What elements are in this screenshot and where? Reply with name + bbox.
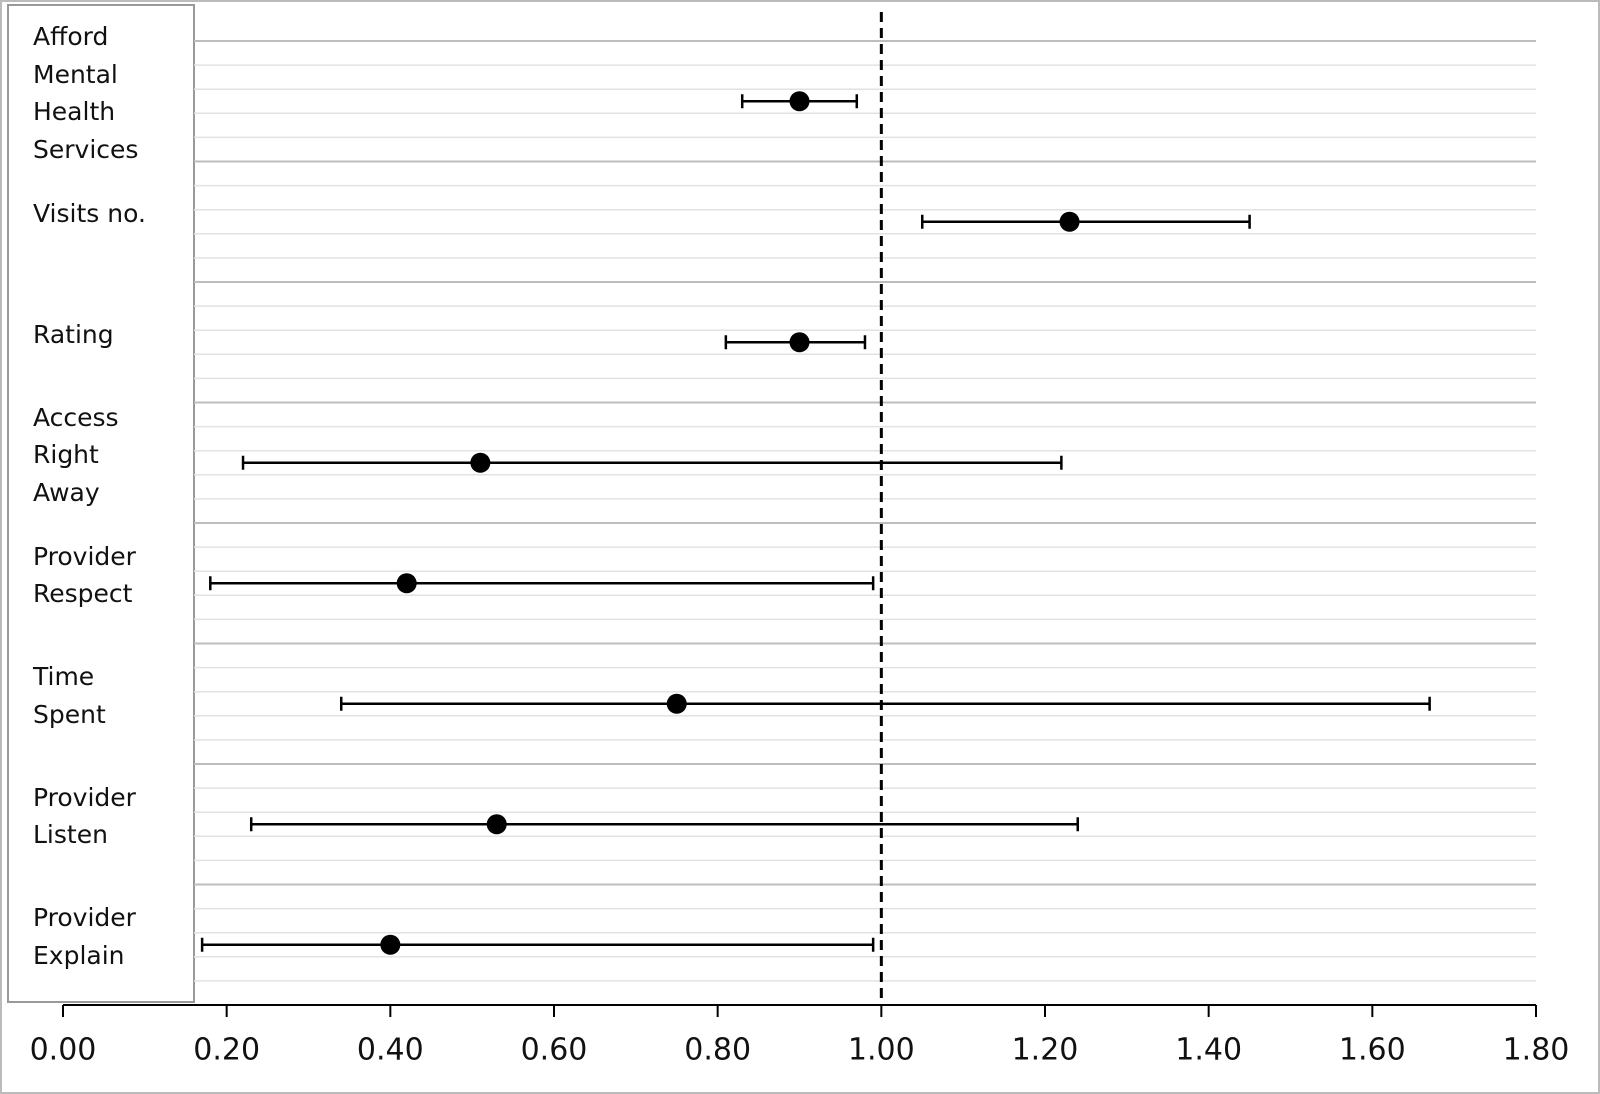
point-estimate: [1059, 211, 1080, 232]
category-label: Visits no.: [33, 199, 146, 228]
point-estimate: [666, 693, 687, 714]
point-estimate: [396, 573, 417, 594]
category-label: Provider Respect: [33, 541, 136, 609]
category-label: Provider Listen: [33, 782, 136, 850]
x-tick-label: 1.80: [1503, 1033, 1570, 1068]
point-estimate: [789, 91, 810, 112]
x-tick-label: 0.40: [357, 1033, 424, 1068]
x-tick-label: 1.40: [1175, 1033, 1242, 1068]
category-label: Provider Explain: [33, 903, 136, 970]
x-tick-label: 1.20: [1012, 1033, 1079, 1068]
x-tick-label: 1.60: [1339, 1033, 1406, 1068]
category-label: Rating: [33, 319, 114, 349]
point-estimate: [380, 934, 401, 955]
x-tick-label: 0.20: [193, 1033, 260, 1068]
category-label: Time Spent: [33, 662, 106, 729]
category-label: Access Right Away: [33, 402, 119, 507]
x-tick-label: 0.80: [684, 1033, 751, 1068]
point-estimate: [470, 452, 491, 473]
category-label: Afford Mental Health Services: [33, 22, 139, 164]
label-panel: [7, 4, 195, 1003]
x-tick-label: 0.00: [30, 1033, 97, 1068]
point-estimate: [789, 332, 810, 353]
point-estimate: [486, 814, 507, 835]
x-tick-label: 0.60: [521, 1033, 588, 1068]
x-tick-label: 1.00: [848, 1033, 915, 1068]
